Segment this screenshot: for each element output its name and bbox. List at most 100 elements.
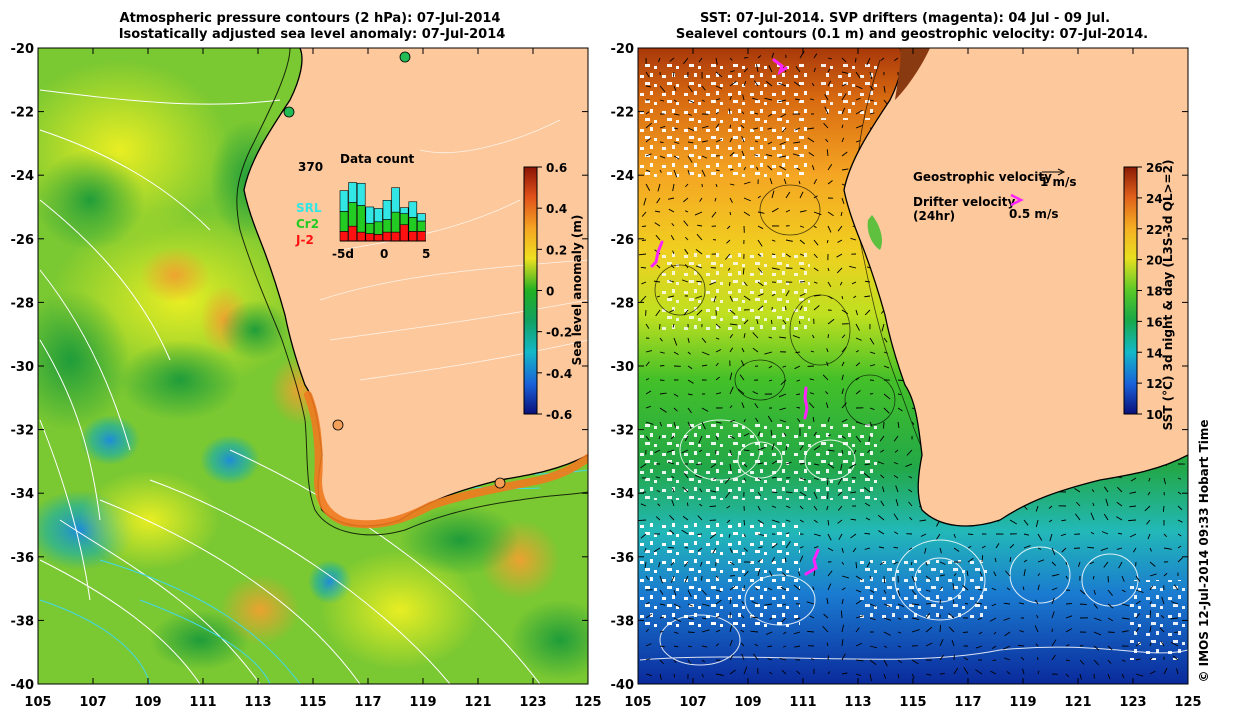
velocity-arrow (653, 547, 661, 553)
velocity-arrow (792, 335, 801, 339)
velocity-arrow (701, 169, 706, 177)
velocity-arrow (697, 547, 703, 552)
velocity-arrow (668, 208, 675, 213)
velocity-arrow (1177, 491, 1182, 495)
velocity-arrow (1160, 615, 1165, 619)
velocity-arrow (1034, 599, 1039, 605)
velocity-arrow (743, 418, 746, 423)
velocity-arrow (701, 645, 708, 648)
velocity-arrow (645, 435, 650, 441)
velocity-arrow (715, 138, 723, 143)
velocity-arrow (645, 602, 650, 605)
velocity-arrow (687, 113, 692, 116)
velocity-arrow (809, 98, 815, 101)
velocity-arrow (1009, 543, 1015, 549)
velocity-arrow (813, 445, 821, 451)
inset-bar-j2 (382, 231, 392, 242)
left-xtick-label: 113 (244, 695, 271, 710)
right-xtick-label: 123 (1119, 695, 1146, 710)
velocity-arrow (883, 673, 887, 680)
velocity-arrow (1135, 627, 1140, 633)
velocity-arrow (695, 265, 703, 269)
velocity-arrow (740, 124, 745, 129)
velocity-arrow (699, 449, 703, 453)
velocity-arrow (827, 80, 832, 87)
velocity-arrow (785, 239, 793, 242)
velocity-arrow (883, 631, 891, 636)
velocity-arrow (869, 589, 875, 594)
velocity-arrow (825, 138, 829, 143)
velocity-arrow (1149, 585, 1154, 591)
velocity-arrow (673, 645, 679, 648)
velocity-arrow (841, 124, 844, 129)
velocity-arrow (669, 515, 675, 521)
velocity-arrow (1065, 575, 1069, 580)
velocity-arrow (869, 85, 874, 91)
right-ytick-label: -28 (611, 296, 635, 311)
velocity-arrow (645, 658, 651, 661)
velocity-arrow (729, 309, 736, 315)
velocity-arrow (841, 598, 844, 605)
velocity-arrow (827, 434, 831, 437)
velocity-arrow (824, 106, 829, 115)
drifter-velocity-label: Drifter velocity (913, 195, 1015, 209)
velocity-arrow (1065, 561, 1068, 566)
velocity-arrow (1170, 641, 1179, 647)
velocity-arrow (743, 281, 748, 287)
right-ytick-label: -20 (611, 42, 635, 57)
velocity-arrow (757, 225, 764, 230)
velocity-arrow (701, 155, 708, 159)
velocity-arrow (893, 513, 899, 521)
velocity-arrow (1149, 626, 1152, 633)
velocity-arrow (893, 531, 899, 535)
velocity-arrow (793, 584, 801, 591)
velocity-arrow (686, 502, 689, 507)
velocity-arrow (645, 111, 650, 115)
velocity-arrow (751, 600, 759, 605)
velocity-arrow (757, 267, 763, 274)
velocity-arrow (757, 505, 761, 511)
velocity-arrow (683, 309, 689, 316)
land-australia-left (244, 48, 588, 526)
velocity-arrow (671, 223, 675, 227)
velocity-arrow (841, 561, 845, 565)
left-xtick-label: 125 (574, 695, 601, 710)
velocity-arrow (715, 169, 720, 172)
velocity-arrow (824, 94, 829, 101)
velocity-arrow (897, 617, 902, 620)
velocity-arrow (645, 85, 651, 88)
velocity-arrow (1092, 575, 1095, 580)
velocity-arrow (841, 361, 845, 367)
inset-xtick-0: 0 (380, 247, 388, 261)
inset-bar-j2 (365, 233, 375, 242)
velocity-arrow (967, 533, 974, 535)
velocity-arrow (659, 365, 665, 367)
velocity-arrow (741, 135, 745, 143)
velocity-arrow (729, 419, 735, 423)
velocity-arrow (655, 234, 661, 241)
velocity-arrow (769, 178, 773, 185)
velocity-arrow (1074, 513, 1081, 521)
velocity-arrow (939, 574, 946, 577)
inset-bar-srl (348, 182, 357, 203)
inset-legend-cr2: Cr2 (296, 217, 319, 231)
inset-bar-cr2 (399, 213, 409, 226)
velocity-arrow (659, 659, 664, 665)
velocity-arrow (841, 374, 844, 381)
velocity-arrow (715, 71, 723, 78)
velocity-arrow (877, 461, 885, 465)
velocity-arrow (645, 628, 650, 633)
velocity-arrow (1093, 589, 1096, 595)
velocity-arrow (1177, 477, 1182, 480)
velocity-arrow (659, 141, 664, 144)
velocity-arrow (813, 211, 822, 216)
velocity-arrow (1103, 513, 1109, 521)
velocity-arrow (743, 432, 750, 437)
velocity-arrow (813, 546, 819, 549)
velocity-arrow (659, 575, 664, 584)
velocity-arrow (799, 267, 805, 270)
right-ytick-label: -34 (611, 487, 635, 502)
velocity-arrow (695, 295, 703, 299)
geo-velocity-scale: 1 m/s (1040, 175, 1077, 189)
velocity-arrow (883, 85, 886, 93)
